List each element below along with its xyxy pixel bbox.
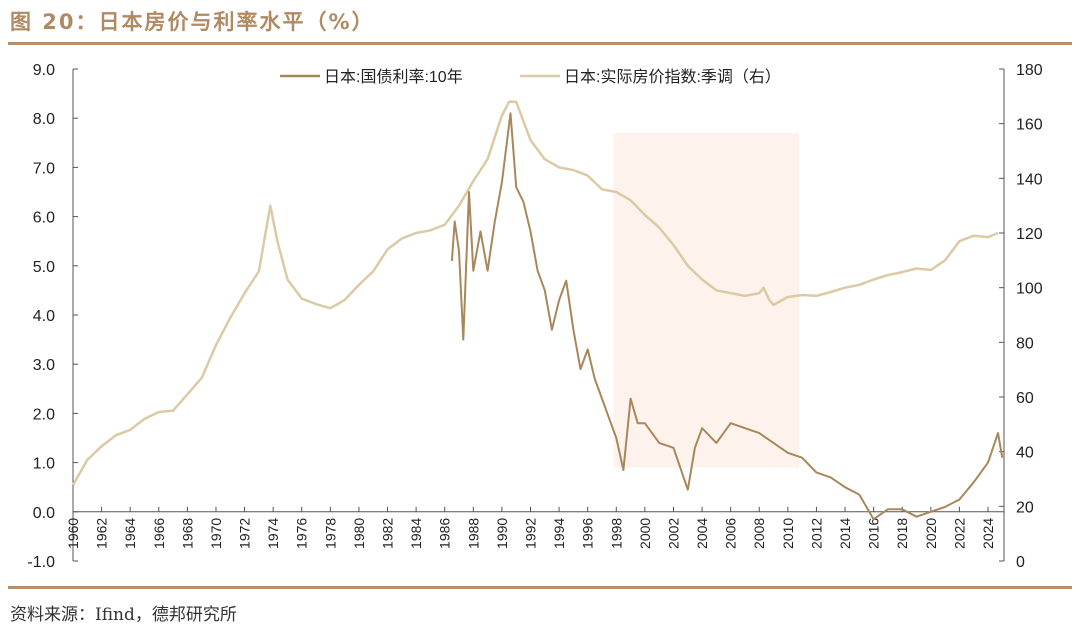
x-tick-label: 2010 <box>780 518 796 549</box>
x-tick-label: 1996 <box>580 518 596 549</box>
right-tick-label: 60 <box>1016 390 1034 407</box>
legend-label: 日本:国债利率:10年 <box>324 68 463 86</box>
top-divider <box>8 42 1072 45</box>
x-tick-label: 2024 <box>980 518 996 549</box>
right-tick-label: 80 <box>1016 335 1034 352</box>
right-tick-label: 40 <box>1016 445 1034 462</box>
legend-label: 日本:实际房价指数:季调（右） <box>564 68 781 86</box>
highlight-region <box>613 132 800 468</box>
left-tick-label: 0.0 <box>33 505 55 522</box>
right-tick-label: 140 <box>1016 171 1043 188</box>
bottom-divider <box>8 586 1072 589</box>
left-tick-label: 2.0 <box>33 406 55 423</box>
x-tick-label: 2002 <box>665 518 681 549</box>
x-tick-label: 2018 <box>894 518 910 549</box>
left-tick-label: 8.0 <box>33 111 55 128</box>
right-tick-label: 120 <box>1016 226 1043 243</box>
x-tick-label: 1986 <box>437 518 453 549</box>
right-tick-label: 20 <box>1016 499 1034 516</box>
house-price-line <box>71 100 999 486</box>
x-tick-label: 2006 <box>723 518 739 549</box>
bond-yield-line <box>450 112 1004 521</box>
x-tick-label: 1964 <box>122 518 138 549</box>
x-tick-label: 1980 <box>351 518 367 549</box>
x-tick-label: 1970 <box>208 518 224 549</box>
x-tick-label: 1990 <box>494 518 510 549</box>
x-tick-label: 1976 <box>294 518 310 549</box>
x-tick-label: 1978 <box>322 518 338 549</box>
x-tick-label: 2012 <box>808 518 824 549</box>
left-tick-label: 5.0 <box>33 259 55 276</box>
x-tick-label: 2000 <box>637 518 653 549</box>
x-tick-label: 1962 <box>94 518 110 549</box>
left-tick-label: 7.0 <box>33 160 55 177</box>
left-tick-label: 6.0 <box>33 210 55 227</box>
right-tick-label: 0 <box>1016 554 1025 571</box>
x-tick-label: 1984 <box>408 518 424 549</box>
x-tick-label: 1974 <box>265 518 281 549</box>
x-tick-label: 1998 <box>608 518 624 549</box>
x-tick-label: 2014 <box>837 518 853 549</box>
left-tick-label: 1.0 <box>33 456 55 473</box>
x-tick-label: 1988 <box>465 518 481 549</box>
source-note: 资料来源：Ifind，德邦研究所 <box>10 605 237 625</box>
x-tick-label: 1982 <box>380 518 396 549</box>
x-tick-label: 1960 <box>65 518 81 549</box>
left-tick-label: 4.0 <box>33 308 55 325</box>
x-tick-label: 1972 <box>237 518 253 549</box>
x-tick-label: 2004 <box>694 518 710 549</box>
right-tick-label: 180 <box>1016 62 1043 79</box>
x-tick-label: 1992 <box>523 518 539 549</box>
right-tick-label: 160 <box>1016 117 1043 134</box>
left-tick-label: 3.0 <box>33 357 55 374</box>
x-tick-label: 2020 <box>923 518 939 549</box>
x-tick-label: 1968 <box>179 518 195 549</box>
x-tick-label: 2016 <box>866 518 882 549</box>
right-tick-label: 100 <box>1016 281 1043 298</box>
left-tick-label: -1.0 <box>27 554 55 571</box>
x-tick-label: 2022 <box>951 518 967 549</box>
x-tick-label: 2008 <box>751 518 767 549</box>
chart-title: 图 20：日本房价与利率水平（%） <box>10 10 375 34</box>
x-tick-label: 1966 <box>151 518 167 549</box>
left-tick-label: 9.0 <box>33 62 55 79</box>
x-tick-label: 1994 <box>551 518 567 549</box>
